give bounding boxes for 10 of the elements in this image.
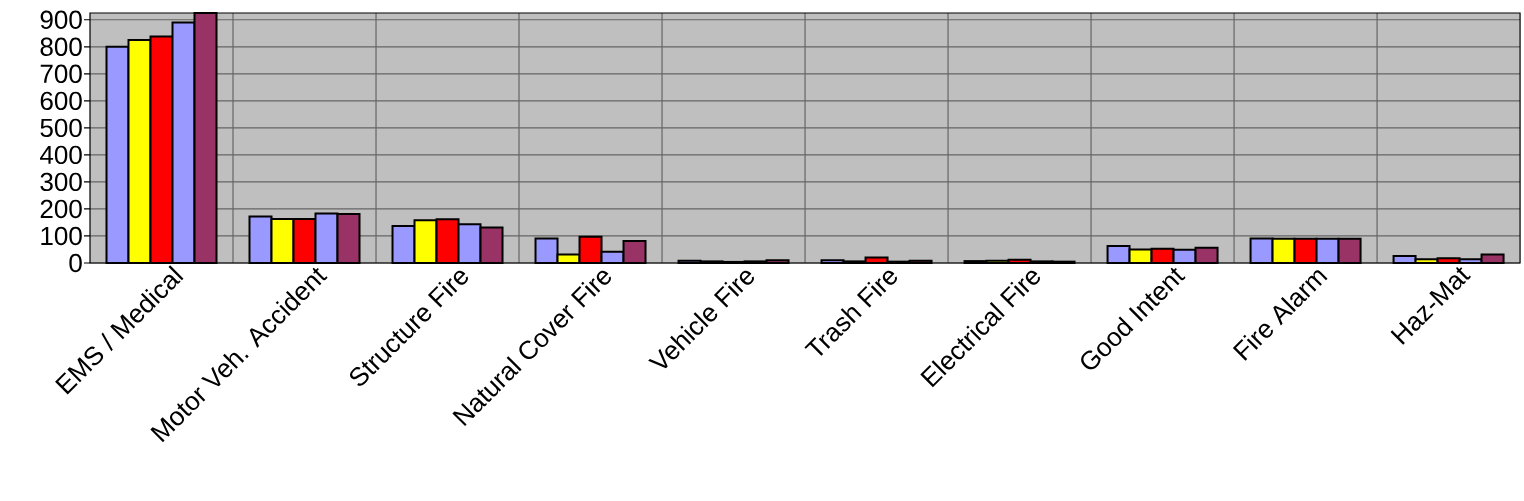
y-tick-label: 500	[40, 118, 82, 138]
y-tick-label: 0	[69, 253, 82, 273]
y-tick-label: 900	[40, 10, 82, 29]
y-tick-label: 100	[41, 226, 82, 246]
y-tick-label: 600	[40, 91, 82, 111]
y-tick-label: 300	[40, 172, 82, 192]
y-tick-label: 200	[40, 199, 82, 219]
y-tick-label: 700	[40, 64, 82, 84]
y-tick-label: 800	[40, 37, 82, 56]
y-tick-label: 400	[40, 145, 82, 165]
